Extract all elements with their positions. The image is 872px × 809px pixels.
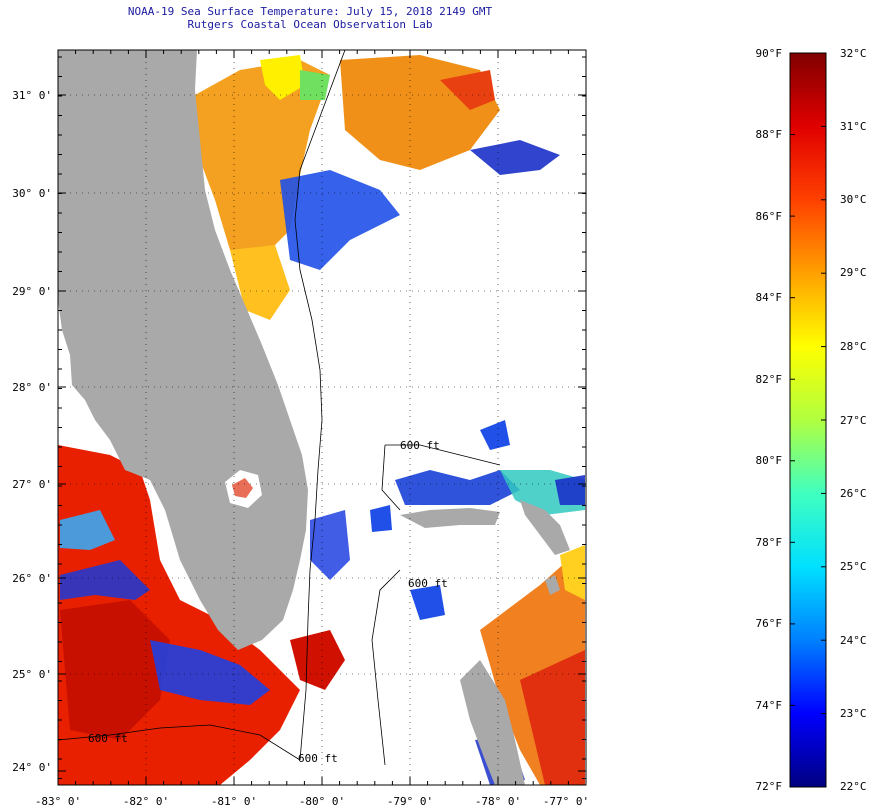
georgia-shelf-hot: [440, 70, 495, 110]
keys-cool-water: [150, 640, 270, 705]
yellow-patch-north: [260, 55, 305, 100]
colorbar-c-label: 32°C: [840, 47, 867, 60]
abaco-land: [520, 500, 570, 555]
lat-label: 26° 0': [12, 572, 52, 585]
isobath-label: 600 ft: [400, 439, 440, 452]
lat-label: 30° 0': [12, 187, 52, 200]
colorbar-c-label: 22°C: [840, 780, 867, 793]
isobath-label: 600 ft: [408, 577, 448, 590]
atlantic-cool-band: [280, 170, 400, 270]
colorbar-f-label: 90°F: [756, 47, 783, 60]
eleuthera-land: [545, 575, 560, 595]
gulf-cool-band: [60, 560, 150, 600]
small-cool-3: [370, 505, 392, 532]
isobath-600ft-gulf: [58, 724, 301, 761]
colorbar-f-label: 72°F: [756, 780, 783, 793]
lon-label: -81° 0': [211, 795, 257, 808]
lake-okeechobee-warm: [232, 478, 253, 498]
colorbar-c-label: 31°C: [840, 120, 867, 133]
isobath-600ft-south: [371, 569, 401, 766]
east-coast-nearshore: [230, 245, 290, 320]
small-cool-1: [480, 420, 510, 450]
colorbar-c-label: 29°C: [840, 266, 867, 279]
colorbar: [789, 52, 827, 788]
east-blue-strip: [555, 475, 585, 505]
colorbar-c-label: 28°C: [840, 340, 867, 353]
lon-label: -78° 0': [475, 795, 521, 808]
colorbar-f-label: 74°F: [756, 699, 783, 712]
lat-label: 24° 0': [12, 761, 52, 774]
lon-label: -77° 0': [543, 795, 589, 808]
lon-label: -82° 0': [123, 795, 169, 808]
lat-label: 27° 0': [12, 478, 52, 491]
colorbar-f-label: 78°F: [756, 536, 783, 549]
colorbar-ticks: [790, 52, 826, 788]
lat-label: 29° 0': [12, 285, 52, 298]
colorbar-c-label: 25°C: [840, 560, 867, 573]
gulf-hot-core: [60, 600, 170, 740]
map-subtitle: Rutgers Coastal Ocean Observation Lab: [187, 18, 433, 31]
colorbar-f-label: 76°F: [756, 617, 783, 630]
colorbar-c-label: 30°C: [840, 193, 867, 206]
colorbar-f-label: 88°F: [756, 128, 783, 141]
isobath-600ft-bahama: [381, 444, 501, 511]
lon-label: -83° 0': [35, 795, 81, 808]
lat-label: 28° 0': [12, 381, 52, 394]
green-patch-north: [300, 70, 330, 100]
isobath-label: 600 ft: [88, 732, 128, 745]
colorbar-c-label: 23°C: [840, 707, 867, 720]
colorbar-f-label: 82°F: [756, 373, 783, 386]
grand-bahama-land: [400, 508, 500, 528]
small-cool-2: [410, 585, 445, 620]
southeast-hot-water: [520, 650, 585, 785]
ne-florida-warm-water: [195, 60, 330, 260]
axis-ticks: [57, 50, 586, 785]
colorbar-f-label: 84°F: [756, 291, 783, 304]
southeast-yellow: [560, 545, 585, 600]
lat-label: 25° 0': [12, 668, 52, 681]
isobath-label: 600 ft: [298, 752, 338, 765]
lat-lon-grid: [58, 50, 586, 785]
atlantic-cool-band-2: [470, 140, 560, 175]
colorbar-f-label: 86°F: [756, 210, 783, 223]
isobath-600ft-east: [294, 50, 346, 761]
gulf-cool-band-2: [60, 510, 115, 550]
colorbar-c-label: 24°C: [840, 634, 867, 647]
map-title: NOAA-19 Sea Surface Temperature: July 15…: [127, 5, 493, 18]
bahamas-cool-patch: [395, 470, 520, 505]
keys-warm-spot: [290, 630, 345, 690]
colorbar-c-label: 27°C: [840, 414, 867, 427]
fl-strait-cool: [310, 510, 350, 580]
lat-label: 31° 0': [12, 89, 52, 102]
andros-land: [460, 660, 525, 785]
lon-label: -79° 0': [387, 795, 433, 808]
colorbar-c-label: 26°C: [840, 487, 867, 500]
colorbar-f-label: 80°F: [756, 454, 783, 467]
lon-label: -80° 0': [299, 795, 345, 808]
